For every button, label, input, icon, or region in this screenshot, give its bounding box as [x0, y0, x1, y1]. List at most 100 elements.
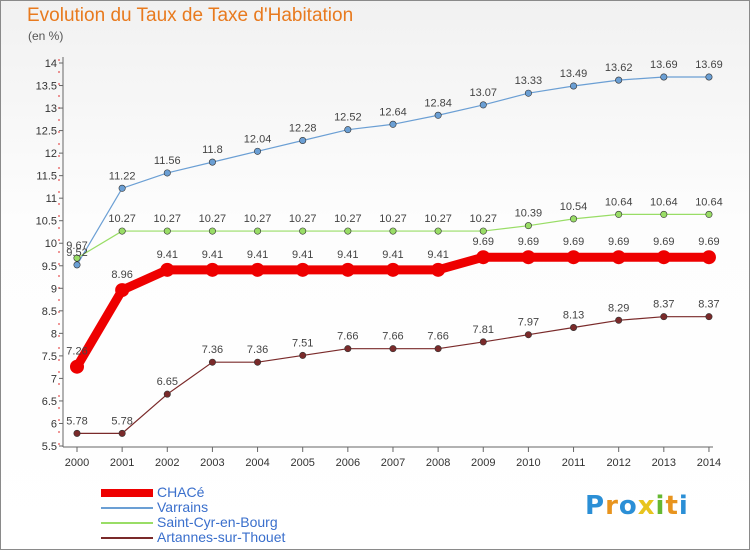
data-point	[389, 345, 397, 353]
legend-item: Varrains	[101, 500, 361, 515]
data-point	[434, 227, 442, 235]
y-tick-label: 7	[51, 373, 57, 385]
x-tick-label: 2003	[200, 457, 224, 469]
legend-item: Artannes-sur-Thouet	[101, 530, 361, 545]
legend-label: Varrains	[157, 499, 209, 515]
legend-item: CHACé	[101, 485, 361, 500]
y-tick-label: 12.5	[36, 126, 57, 138]
data-point	[660, 210, 668, 218]
data-point	[385, 262, 400, 277]
logo-letter: P	[585, 491, 606, 521]
data-label: 7.97	[518, 317, 539, 329]
data-label: 10.27	[199, 213, 227, 225]
x-tick-label: 2012	[606, 457, 630, 469]
data-label: 9.41	[202, 249, 223, 261]
data-point	[118, 184, 126, 192]
x-tick-label: 2005	[290, 457, 314, 469]
data-point	[160, 262, 175, 277]
data-point	[208, 358, 216, 366]
data-label: 9.69	[473, 236, 494, 248]
data-point	[434, 345, 442, 353]
y-tick-label: 7.5	[42, 351, 57, 363]
data-point	[115, 283, 130, 298]
y-tick-label: 13	[45, 103, 57, 115]
y-tick-label: 9.5	[42, 261, 57, 273]
data-label: 10.27	[424, 213, 452, 225]
x-tick-label: 2004	[245, 457, 269, 469]
data-label: 9.41	[427, 249, 448, 261]
legend-label: CHACé	[157, 484, 205, 500]
legend-label: Artannes-sur-Thouet	[157, 529, 286, 545]
data-label: 7.66	[382, 331, 403, 343]
legend-label: Saint-Cyr-en-Bourg	[157, 514, 278, 530]
data-label: 9.41	[292, 249, 313, 261]
y-tick-label: 12	[45, 148, 57, 160]
chart-title: Evolution du Taux de Taxe d'Habitation	[27, 5, 354, 26]
data-label: 9.69	[518, 236, 539, 248]
data-point	[476, 250, 491, 265]
data-point	[611, 250, 626, 265]
data-label: 7.51	[292, 337, 313, 349]
data-point	[570, 82, 578, 90]
data-point	[299, 227, 307, 235]
logo-letter: i	[655, 491, 666, 521]
data-label: 11.8	[202, 144, 223, 156]
unit-label: (en %)	[28, 29, 64, 43]
data-point	[570, 215, 578, 223]
data-point	[340, 262, 355, 277]
y-tick-label: 10	[45, 238, 57, 250]
data-point	[70, 359, 84, 374]
data-label: 7.36	[202, 344, 223, 356]
data-label: 10.64	[695, 196, 723, 208]
proxiti-logo: Proxiti	[585, 491, 689, 521]
data-point	[660, 313, 668, 321]
logo-letter: t	[665, 491, 679, 521]
data-point	[250, 262, 265, 277]
y-tick-label: 13.5	[36, 81, 57, 93]
data-point	[521, 250, 536, 265]
data-label: 10.27	[469, 213, 497, 225]
data-point	[299, 137, 307, 145]
data-label: 13.07	[469, 87, 497, 99]
y-tick-label: 6	[51, 418, 57, 430]
data-label: 13.69	[695, 59, 723, 71]
data-point	[73, 429, 81, 437]
data-point	[163, 227, 171, 235]
x-tick-label: 2008	[426, 457, 450, 469]
data-point	[208, 227, 216, 235]
data-point	[254, 358, 262, 366]
data-point	[431, 262, 446, 277]
data-point	[479, 101, 487, 109]
data-point	[389, 227, 397, 235]
legend-swatch-saint-cyr	[101, 522, 153, 524]
data-label: 8.37	[698, 299, 719, 311]
data-point	[208, 158, 216, 166]
data-label: 9.52	[66, 247, 87, 259]
data-point	[566, 250, 581, 265]
x-tick-label: 2010	[516, 457, 540, 469]
data-point	[73, 261, 81, 269]
data-label: 13.33	[515, 75, 543, 87]
data-label: 7.81	[473, 324, 494, 336]
y-tick-label: 14	[45, 58, 57, 70]
y-tick-label: 6.5	[42, 396, 57, 408]
data-point	[705, 210, 713, 218]
y-tick-label: 5.5	[42, 441, 57, 453]
data-point	[524, 89, 532, 97]
data-label: 10.39	[515, 208, 543, 220]
data-point	[254, 147, 262, 155]
data-label: 8.96	[111, 269, 132, 281]
data-label: 10.54	[560, 201, 588, 213]
data-label: 10.27	[154, 213, 182, 225]
logo-letter: o	[618, 491, 638, 521]
data-point	[701, 250, 716, 265]
data-label: 9.69	[563, 236, 584, 248]
data-label: 10.27	[289, 213, 317, 225]
data-label: 9.41	[337, 249, 358, 261]
data-label: 9.69	[698, 236, 719, 248]
y-tick-label: 9	[51, 283, 57, 295]
data-label: 5.78	[66, 415, 87, 427]
data-point	[163, 390, 171, 398]
x-tick-label: 2011	[562, 457, 586, 469]
